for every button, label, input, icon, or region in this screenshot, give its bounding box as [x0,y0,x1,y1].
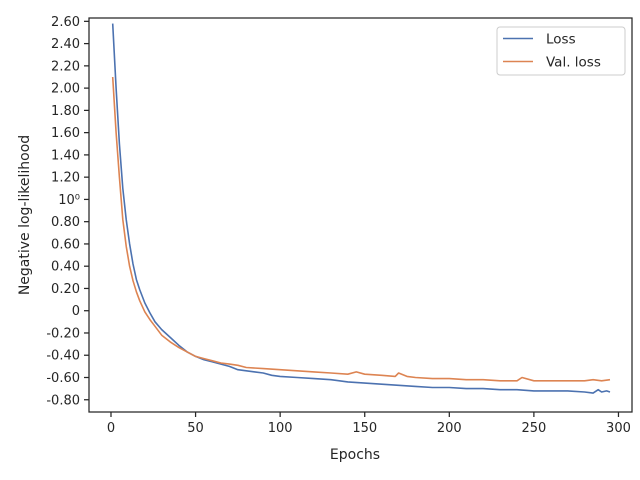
x-axis-ticks: 0 50 100 150 200 250 300 [107,412,631,436]
y-tick-label: -0.40 [46,349,80,364]
y-tick-label: 1.20 [51,171,80,186]
series-line-val-loss [111,76,611,382]
y-tick-label: 2.20 [51,59,80,74]
y-tick-label: 2.00 [51,82,80,97]
y-axis-ticks: -0.80 -0.60 -0.40 -0.20 0 0.20 0.40 0.60 0.80 10⁰… [46,15,89,408]
x-axis-label: Epochs [330,447,380,463]
legend: Loss Val. loss [496,26,626,76]
y-tick-label: -0.20 [46,326,80,341]
y-tick-label: 1.40 [51,148,80,163]
x-tick-label: 150 [352,421,377,436]
series-line-loss [111,23,611,394]
x-tick-label: 200 [437,421,462,436]
y-tick-label: 0.80 [51,215,80,230]
y-tick-label: 1.80 [51,104,80,119]
x-tick-label: 100 [268,421,293,436]
series-lines [111,23,611,394]
y-tick-label: -0.80 [46,393,80,408]
y-axis-label: Negative log-likelihood [17,135,33,295]
y-tick-label: -0.60 [46,371,80,386]
y-tick-label: 0.60 [51,237,80,252]
y-tick-label: 2.60 [51,15,80,30]
x-tick-label: 0 [107,421,115,436]
y-tick-label: 10⁰ [58,193,80,208]
y-tick-label: 1.60 [51,126,80,141]
y-tick-label: 0 [72,304,80,319]
y-tick-label: 0.20 [51,282,80,297]
y-tick-label: 2.40 [51,37,80,52]
y-tick-label: 0.40 [51,260,80,275]
x-tick-label: 50 [187,421,204,436]
plot-area-frame [88,17,633,413]
legend-label-loss: Loss [546,32,576,48]
x-tick-label: 300 [606,421,631,436]
x-tick-label: 250 [521,421,546,436]
legend-label-val-loss: Val. loss [546,55,601,71]
